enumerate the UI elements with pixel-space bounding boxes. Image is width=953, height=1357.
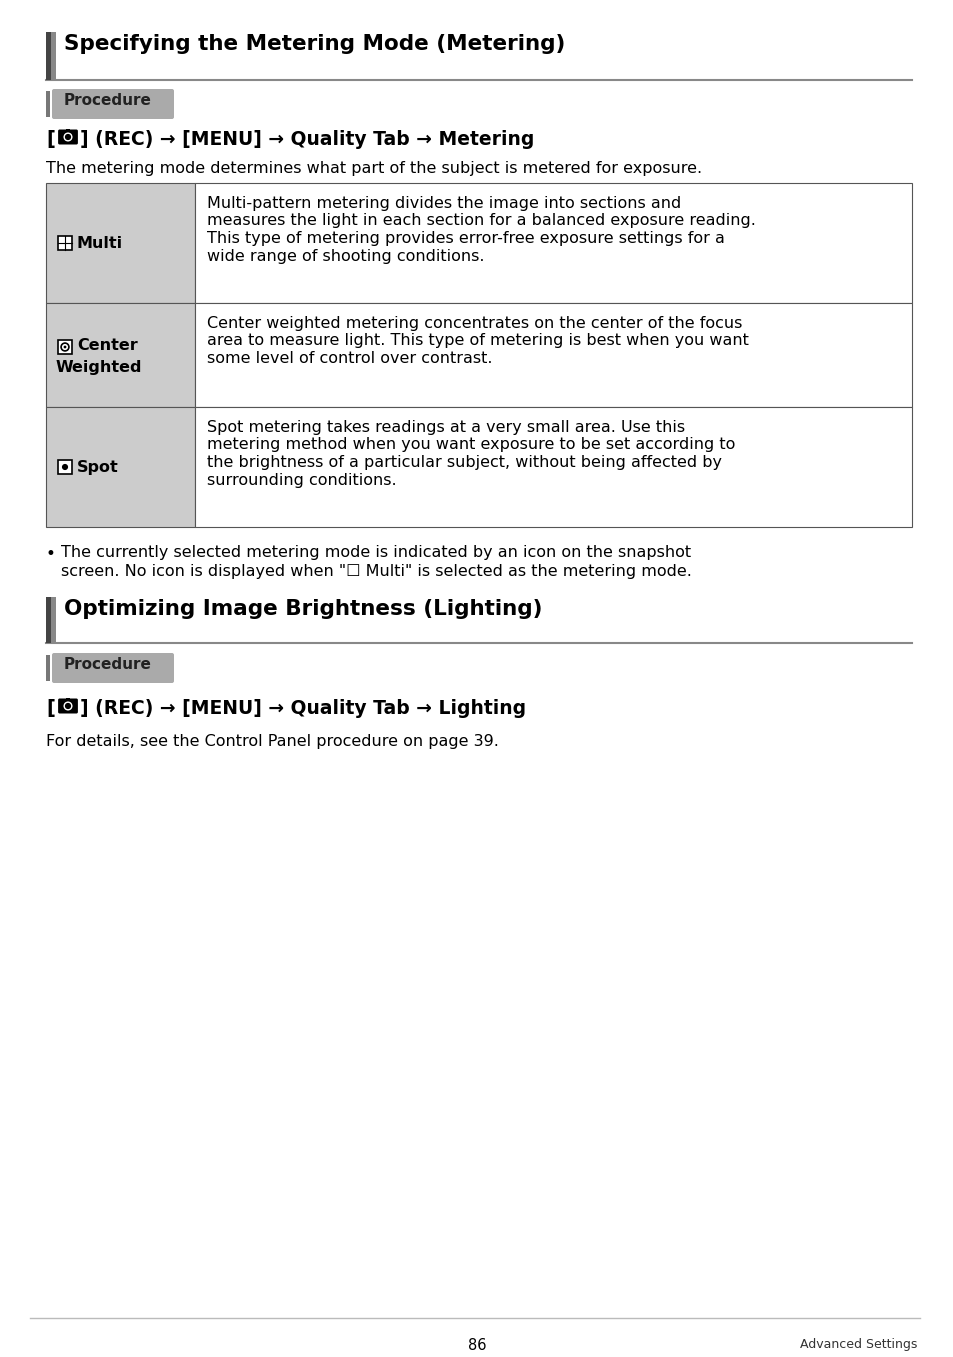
Bar [58,460,71,474]
Circle shape [66,134,71,140]
Text: ] (REC) → [MENU] → Quality Tab → Metering: ] (REC) → [MENU] → Quality Tab → Meterin… [80,130,534,149]
FancyBboxPatch shape [58,699,78,714]
Bar [46,183,194,303]
Bar [51,33,56,80]
Text: The metering mode determines what part of the subject is metered for exposure.: The metering mode determines what part o… [46,161,701,176]
Bar [58,236,71,250]
Text: some level of control over contrast.: some level of control over contrast. [207,351,492,366]
Bar [51,597,56,643]
FancyBboxPatch shape [52,90,173,119]
Text: Center: Center [77,338,137,353]
Text: ] (REC) → [MENU] → Quality Tab → Lighting: ] (REC) → [MENU] → Quality Tab → Lightin… [80,699,525,718]
Text: measures the light in each section for a balanced exposure reading.: measures the light in each section for a… [207,213,755,228]
Bar [46,303,194,407]
Circle shape [64,133,71,141]
Bar [46,655,50,681]
Bar [66,129,71,132]
Text: Procedure: Procedure [64,94,152,109]
Bar [46,91,50,117]
Text: wide range of shooting conditions.: wide range of shooting conditions. [207,248,484,263]
Text: 86: 86 [467,1338,486,1353]
Circle shape [66,703,71,708]
Text: [: [ [46,699,55,718]
Bar [46,33,51,80]
FancyBboxPatch shape [58,129,78,144]
Text: Optimizing Image Brightness (Lighting): Optimizing Image Brightness (Lighting) [64,598,542,619]
Text: screen. No icon is displayed when "☐ Multi" is selected as the metering mode.: screen. No icon is displayed when "☐ Mul… [61,565,691,579]
Text: metering method when you want exposure to be set according to: metering method when you want exposure t… [207,437,735,452]
Circle shape [64,346,67,349]
Circle shape [62,464,68,470]
Bar [66,697,71,702]
Text: area to measure light. This type of metering is best when you want: area to measure light. This type of mete… [207,334,748,349]
Text: [: [ [46,130,55,149]
FancyBboxPatch shape [52,653,173,683]
Text: Specifying the Metering Mode (Metering): Specifying the Metering Mode (Metering) [64,34,565,54]
Bar [46,597,51,643]
Text: For details, see the Control Panel procedure on page 39.: For details, see the Control Panel proce… [46,734,498,749]
Text: This type of metering provides error-free exposure settings for a: This type of metering provides error-fre… [207,231,724,246]
Text: Spot: Spot [77,460,118,475]
Text: Center weighted metering concentrates on the center of the focus: Center weighted metering concentrates on… [207,316,741,331]
Text: Multi-pattern metering divides the image into sections and: Multi-pattern metering divides the image… [207,195,680,210]
Bar [194,183,911,303]
Text: surrounding conditions.: surrounding conditions. [207,472,396,487]
Text: the brightness of a particular subject, without being affected by: the brightness of a particular subject, … [207,455,721,470]
Bar [46,407,194,527]
Text: The currently selected metering mode is indicated by an icon on the snapshot: The currently selected metering mode is … [61,546,690,560]
Bar [194,303,911,407]
Text: Advanced Settings: Advanced Settings [799,1338,916,1352]
Text: Spot metering takes readings at a very small area. Use this: Spot metering takes readings at a very s… [207,421,684,436]
Text: •: • [46,546,56,563]
Text: Weighted: Weighted [56,360,142,375]
Text: Multi: Multi [77,236,123,251]
Text: Procedure: Procedure [64,657,152,672]
Bar [58,341,71,354]
Bar [194,407,911,527]
Circle shape [64,702,71,710]
